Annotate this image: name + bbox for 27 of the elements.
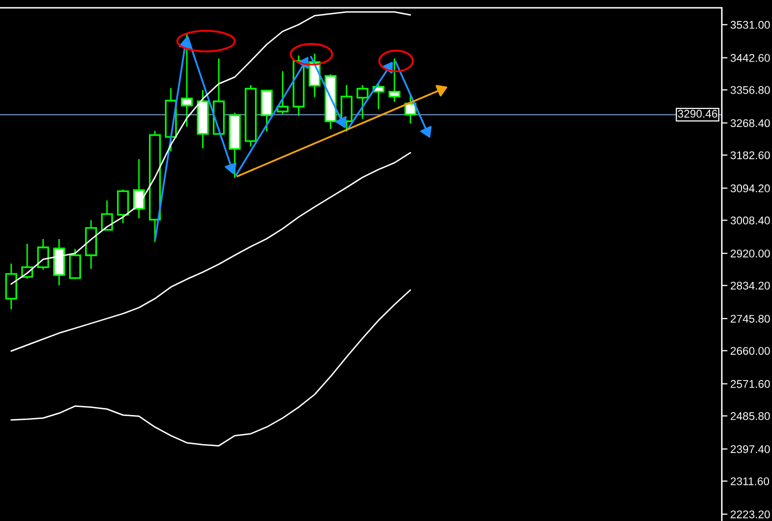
line-series (10, 152, 412, 352)
y-tick-label: 3094.20 (730, 184, 770, 192)
y-tick-label: 2834.20 (730, 282, 770, 290)
y-tick-label: 3268.40 (730, 119, 770, 128)
y-tick-label: 2920.00 (730, 250, 770, 258)
candlestick (69, 248, 81, 279)
y-tick-label: 2311.60 (730, 477, 770, 486)
candlestick (356, 84, 368, 119)
y-tick-label: 2745.80 (730, 314, 770, 323)
candlestick (101, 200, 113, 231)
y-tick-label: 3531.00 (730, 20, 770, 29)
y-tick-label: 2223.20 (730, 510, 770, 518)
y-tick-label: 3008.40 (730, 216, 770, 224)
line-series (10, 289, 412, 446)
ref-line-label: 3290.46 (678, 110, 718, 118)
y-tick-label: 3182.60 (730, 151, 770, 160)
candlestick (276, 71, 289, 114)
y-tick-label: 2485.80 (730, 412, 770, 420)
candlestick (388, 58, 400, 102)
candlestick (37, 238, 50, 270)
y-tick-label: 3442.60 (730, 54, 770, 62)
y-tick-label: 3356.80 (730, 86, 770, 94)
y-tick-label: 2660.00 (730, 346, 770, 355)
candlestick (117, 189, 129, 224)
y-tick-label: 2397.40 (730, 445, 770, 454)
candlestick (180, 34, 193, 127)
y-tick-label: 2571.60 (730, 380, 770, 388)
